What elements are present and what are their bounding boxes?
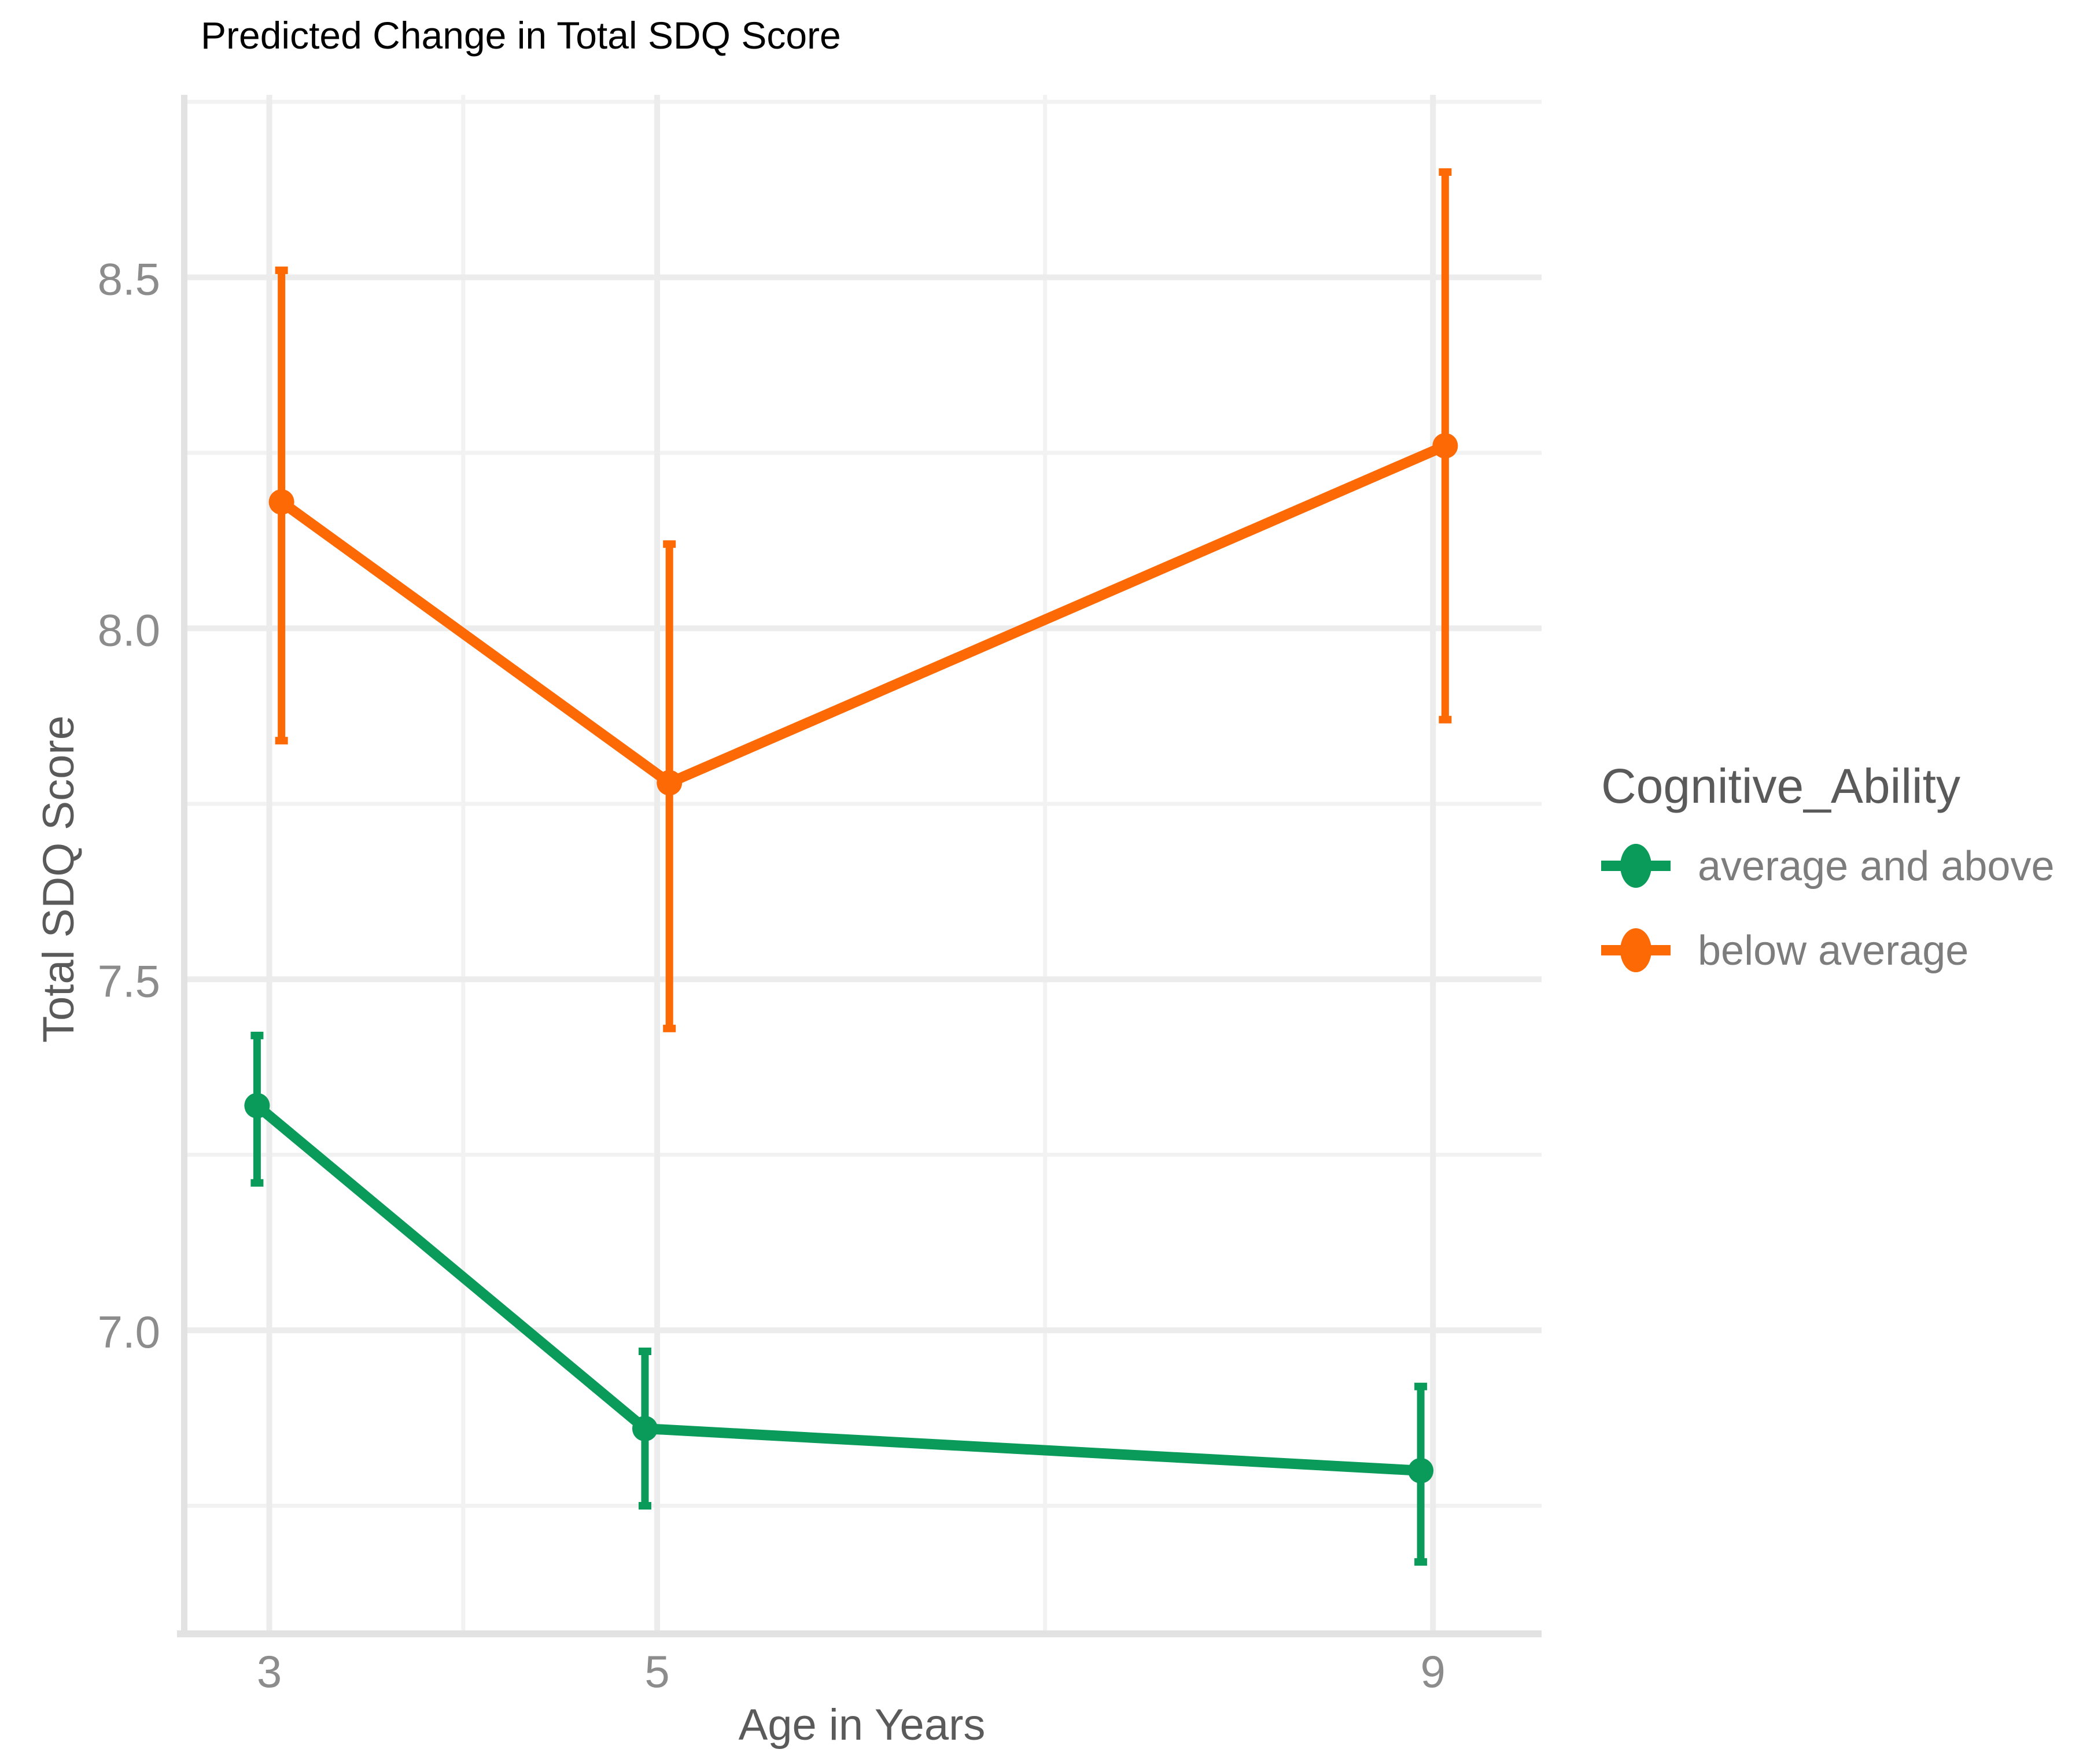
data-point [657, 770, 683, 796]
legend-item-average-and-above: average and above [1601, 843, 2055, 890]
data-point [1432, 433, 1458, 459]
gridlines-major [184, 95, 1542, 1632]
x-axis-line [177, 1630, 1542, 1637]
legend-title: Cognitive_Ability [1601, 759, 1960, 813]
series-line [278, 441, 1447, 789]
legend-item-label: average and above [1698, 843, 2055, 890]
y-tick-label: 8.0 [98, 604, 160, 655]
legend-item-label: below average [1698, 928, 1968, 974]
chart-title: Predicted Change in Total SDQ Score [201, 14, 841, 57]
y-axis-line [181, 95, 187, 1637]
data-point [244, 1093, 270, 1119]
data-point [268, 489, 294, 515]
tick-labels-layer: 7.0 7.5 8.0 8.5 3 5 9 [98, 254, 1446, 1697]
x-tick-label: 5 [644, 1646, 669, 1697]
gridlines-minor [184, 95, 1542, 1632]
y-tick-label: 7.5 [98, 955, 160, 1006]
legend-key-point-icon [1620, 928, 1651, 972]
series-layer [244, 168, 1458, 1566]
series-line [253, 1101, 1421, 1476]
y-tick-label: 8.5 [98, 254, 160, 305]
x-tick-label: 3 [257, 1646, 282, 1697]
y-tick-label: 7.0 [98, 1307, 160, 1357]
y-axis-title: Total SDQ Score [34, 715, 83, 1043]
legend-item-below-average: below average [1601, 928, 1968, 974]
data-point [1408, 1457, 1434, 1483]
legend: Cognitive_Ability average and above belo… [1601, 759, 2055, 974]
data-point [632, 1416, 658, 1442]
x-axis-title: Age in Years [739, 1700, 986, 1750]
legend-key-point-icon [1620, 844, 1651, 888]
x-tick-label: 9 [1421, 1646, 1446, 1697]
